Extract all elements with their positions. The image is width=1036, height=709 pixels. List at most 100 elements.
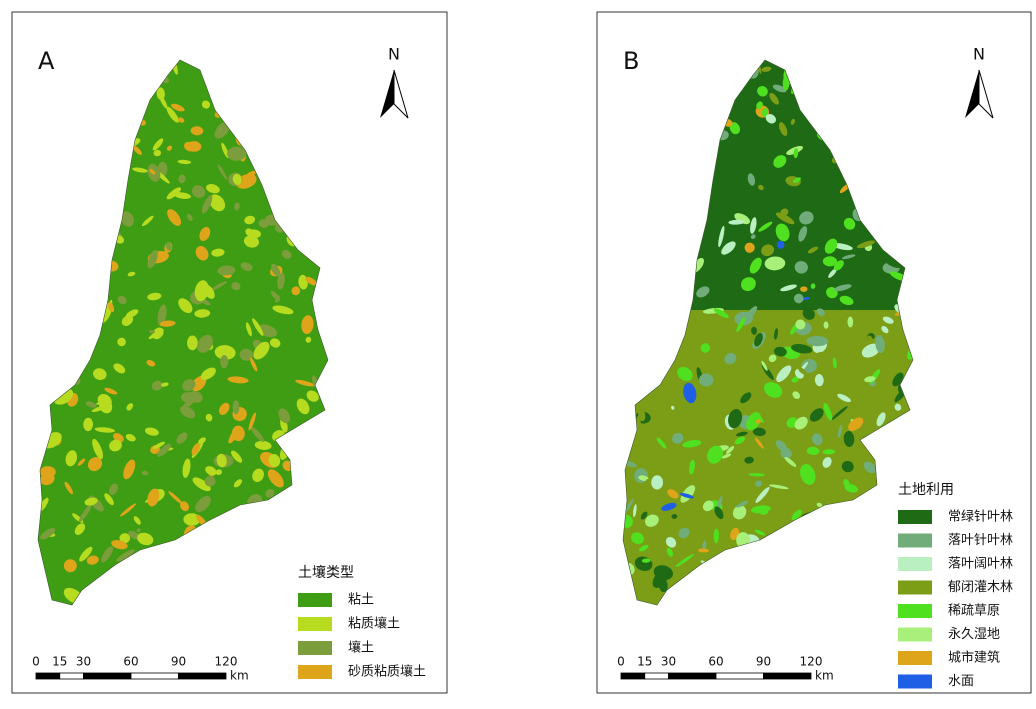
map-patch	[726, 445, 735, 454]
legend-swatch	[298, 641, 332, 655]
map-patch	[176, 432, 188, 444]
map-patch	[813, 176, 829, 190]
map-patch	[189, 391, 203, 403]
map-patch	[156, 87, 165, 100]
map-patch	[864, 376, 876, 383]
north-arrow	[380, 70, 394, 118]
map-patch	[671, 514, 678, 519]
map-patch	[841, 254, 856, 260]
map-patch	[832, 243, 853, 251]
legend-swatch	[898, 674, 932, 689]
map-patch	[640, 511, 648, 520]
map-patch	[120, 503, 137, 517]
map-patch	[79, 546, 93, 562]
legend-label: 稀疏草原	[948, 604, 1000, 619]
map-patch	[848, 417, 864, 431]
legend-swatch	[898, 510, 932, 524]
map-patch	[252, 468, 264, 482]
map-patch	[231, 450, 243, 463]
legend-label: 永久湿地	[948, 627, 1000, 642]
map-patch	[802, 147, 814, 154]
map-patch	[833, 260, 844, 271]
map-patch	[774, 328, 778, 340]
map-patch	[83, 417, 94, 432]
map-patch	[729, 122, 741, 135]
legend-swatch	[298, 665, 332, 679]
map-patch	[778, 122, 788, 136]
map-patch	[144, 427, 159, 436]
map-patch	[702, 500, 714, 512]
map-patch	[683, 382, 697, 404]
map-patch	[201, 100, 211, 109]
map-patch	[296, 398, 310, 415]
map-patch	[132, 167, 148, 173]
map-patch	[195, 496, 211, 513]
map-patch	[305, 336, 312, 343]
map-patch	[764, 256, 786, 271]
map-patch	[120, 211, 134, 227]
map-patch	[743, 210, 749, 216]
map-patch	[843, 217, 856, 230]
map-patch	[215, 469, 223, 475]
map-patch	[227, 146, 247, 161]
map-patch	[718, 225, 725, 248]
map-patch	[85, 401, 97, 408]
map-patch	[195, 246, 209, 261]
map-patch	[281, 249, 292, 259]
map-patch	[151, 380, 163, 391]
map-patch	[221, 142, 229, 159]
map-patch	[775, 223, 790, 242]
map-patch	[750, 234, 756, 240]
map-patch	[107, 302, 115, 313]
map-patch	[661, 502, 677, 511]
scale-segment	[620, 672, 646, 680]
map-patch	[732, 505, 747, 520]
map-patch	[77, 458, 86, 466]
map-patch	[665, 536, 677, 548]
map-patch	[194, 280, 209, 302]
legend-label: 粘质壤土	[348, 616, 400, 632]
map-patch	[84, 497, 98, 506]
map-patch	[157, 443, 171, 457]
map-patch	[128, 530, 141, 540]
map-patch	[656, 437, 667, 449]
map-patch	[857, 240, 876, 249]
map-patch	[214, 121, 231, 139]
legend-swatch	[898, 557, 932, 571]
map-patch	[667, 461, 678, 472]
map-patch	[752, 427, 766, 437]
map-patch	[679, 492, 694, 499]
scale-label: 0	[617, 655, 625, 669]
map-patch	[793, 147, 799, 159]
map-patch	[166, 187, 181, 200]
map-patch	[847, 316, 854, 328]
scale-label: 30	[661, 655, 676, 669]
map-patch	[867, 335, 874, 342]
map-patch	[798, 226, 808, 242]
map-patch	[747, 173, 756, 186]
map-patch	[240, 262, 253, 271]
map-patch	[737, 479, 748, 489]
map-patch	[234, 202, 240, 211]
map-patch	[741, 277, 756, 292]
map-patch	[775, 212, 795, 225]
map-patch	[830, 406, 848, 421]
map-patch	[780, 208, 789, 217]
map-patch	[844, 483, 858, 493]
map-patch	[863, 461, 876, 474]
map-patch	[265, 489, 275, 498]
map-patch	[104, 493, 114, 506]
legend-label: 粘土	[348, 593, 374, 608]
map-patch	[768, 405, 777, 420]
legend-label: 砂质粘质壤土	[348, 664, 426, 680]
map-patch	[675, 554, 694, 567]
legend-label: 水面	[948, 674, 974, 689]
map-patch	[689, 459, 696, 475]
map-patch	[841, 460, 854, 473]
scale-segment	[715, 672, 764, 680]
map-patch	[199, 226, 211, 241]
map-patch	[761, 244, 775, 257]
map-patch	[295, 379, 315, 387]
map-patch	[798, 126, 809, 134]
scale-label: 90	[171, 655, 186, 669]
